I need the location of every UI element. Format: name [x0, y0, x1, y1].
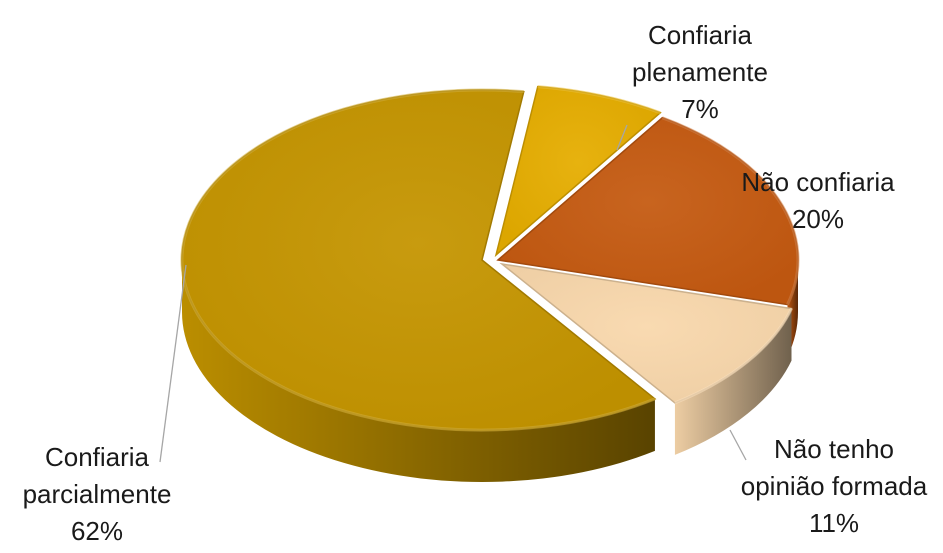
slice-value-label: 11% [809, 508, 859, 538]
slice-category-label: Confiaria [648, 20, 753, 50]
data-labels: Confiaria plenamente 7%Não confiaria 20%Não… [23, 20, 928, 546]
data-label: Não confiaria 20% [741, 167, 895, 234]
slice-value-label: 62% [71, 516, 123, 546]
slice-rim [537, 85, 661, 115]
slice-category-label: parcialmente [23, 479, 172, 509]
slice-rim [674, 307, 793, 405]
leader-line [159, 264, 187, 463]
slice-side [674, 308, 792, 455]
leader-line [616, 124, 628, 151]
leader-lines [159, 124, 747, 463]
data-label: Não tenho opinião formada 11% [741, 434, 928, 538]
slice-category-label: Não confiaria [741, 167, 895, 197]
slice-category-label: opinião formada [741, 471, 928, 501]
slice-category-label: Não tenho [774, 434, 894, 464]
leader-line [729, 429, 747, 461]
slice-value-label: 7% [681, 94, 719, 124]
slice-value-label: 20% [792, 204, 844, 234]
data-label: Confiaria parcialmente 62% [23, 442, 172, 546]
data-label: Confiaria plenamente 7% [632, 20, 768, 124]
slice-side [182, 260, 655, 483]
slice-category-label: Confiaria [45, 442, 150, 472]
slice-category-label: plenamente [632, 57, 768, 87]
pie-tops [180, 85, 800, 432]
slice-rim [180, 88, 656, 432]
slice-rim [661, 116, 800, 306]
